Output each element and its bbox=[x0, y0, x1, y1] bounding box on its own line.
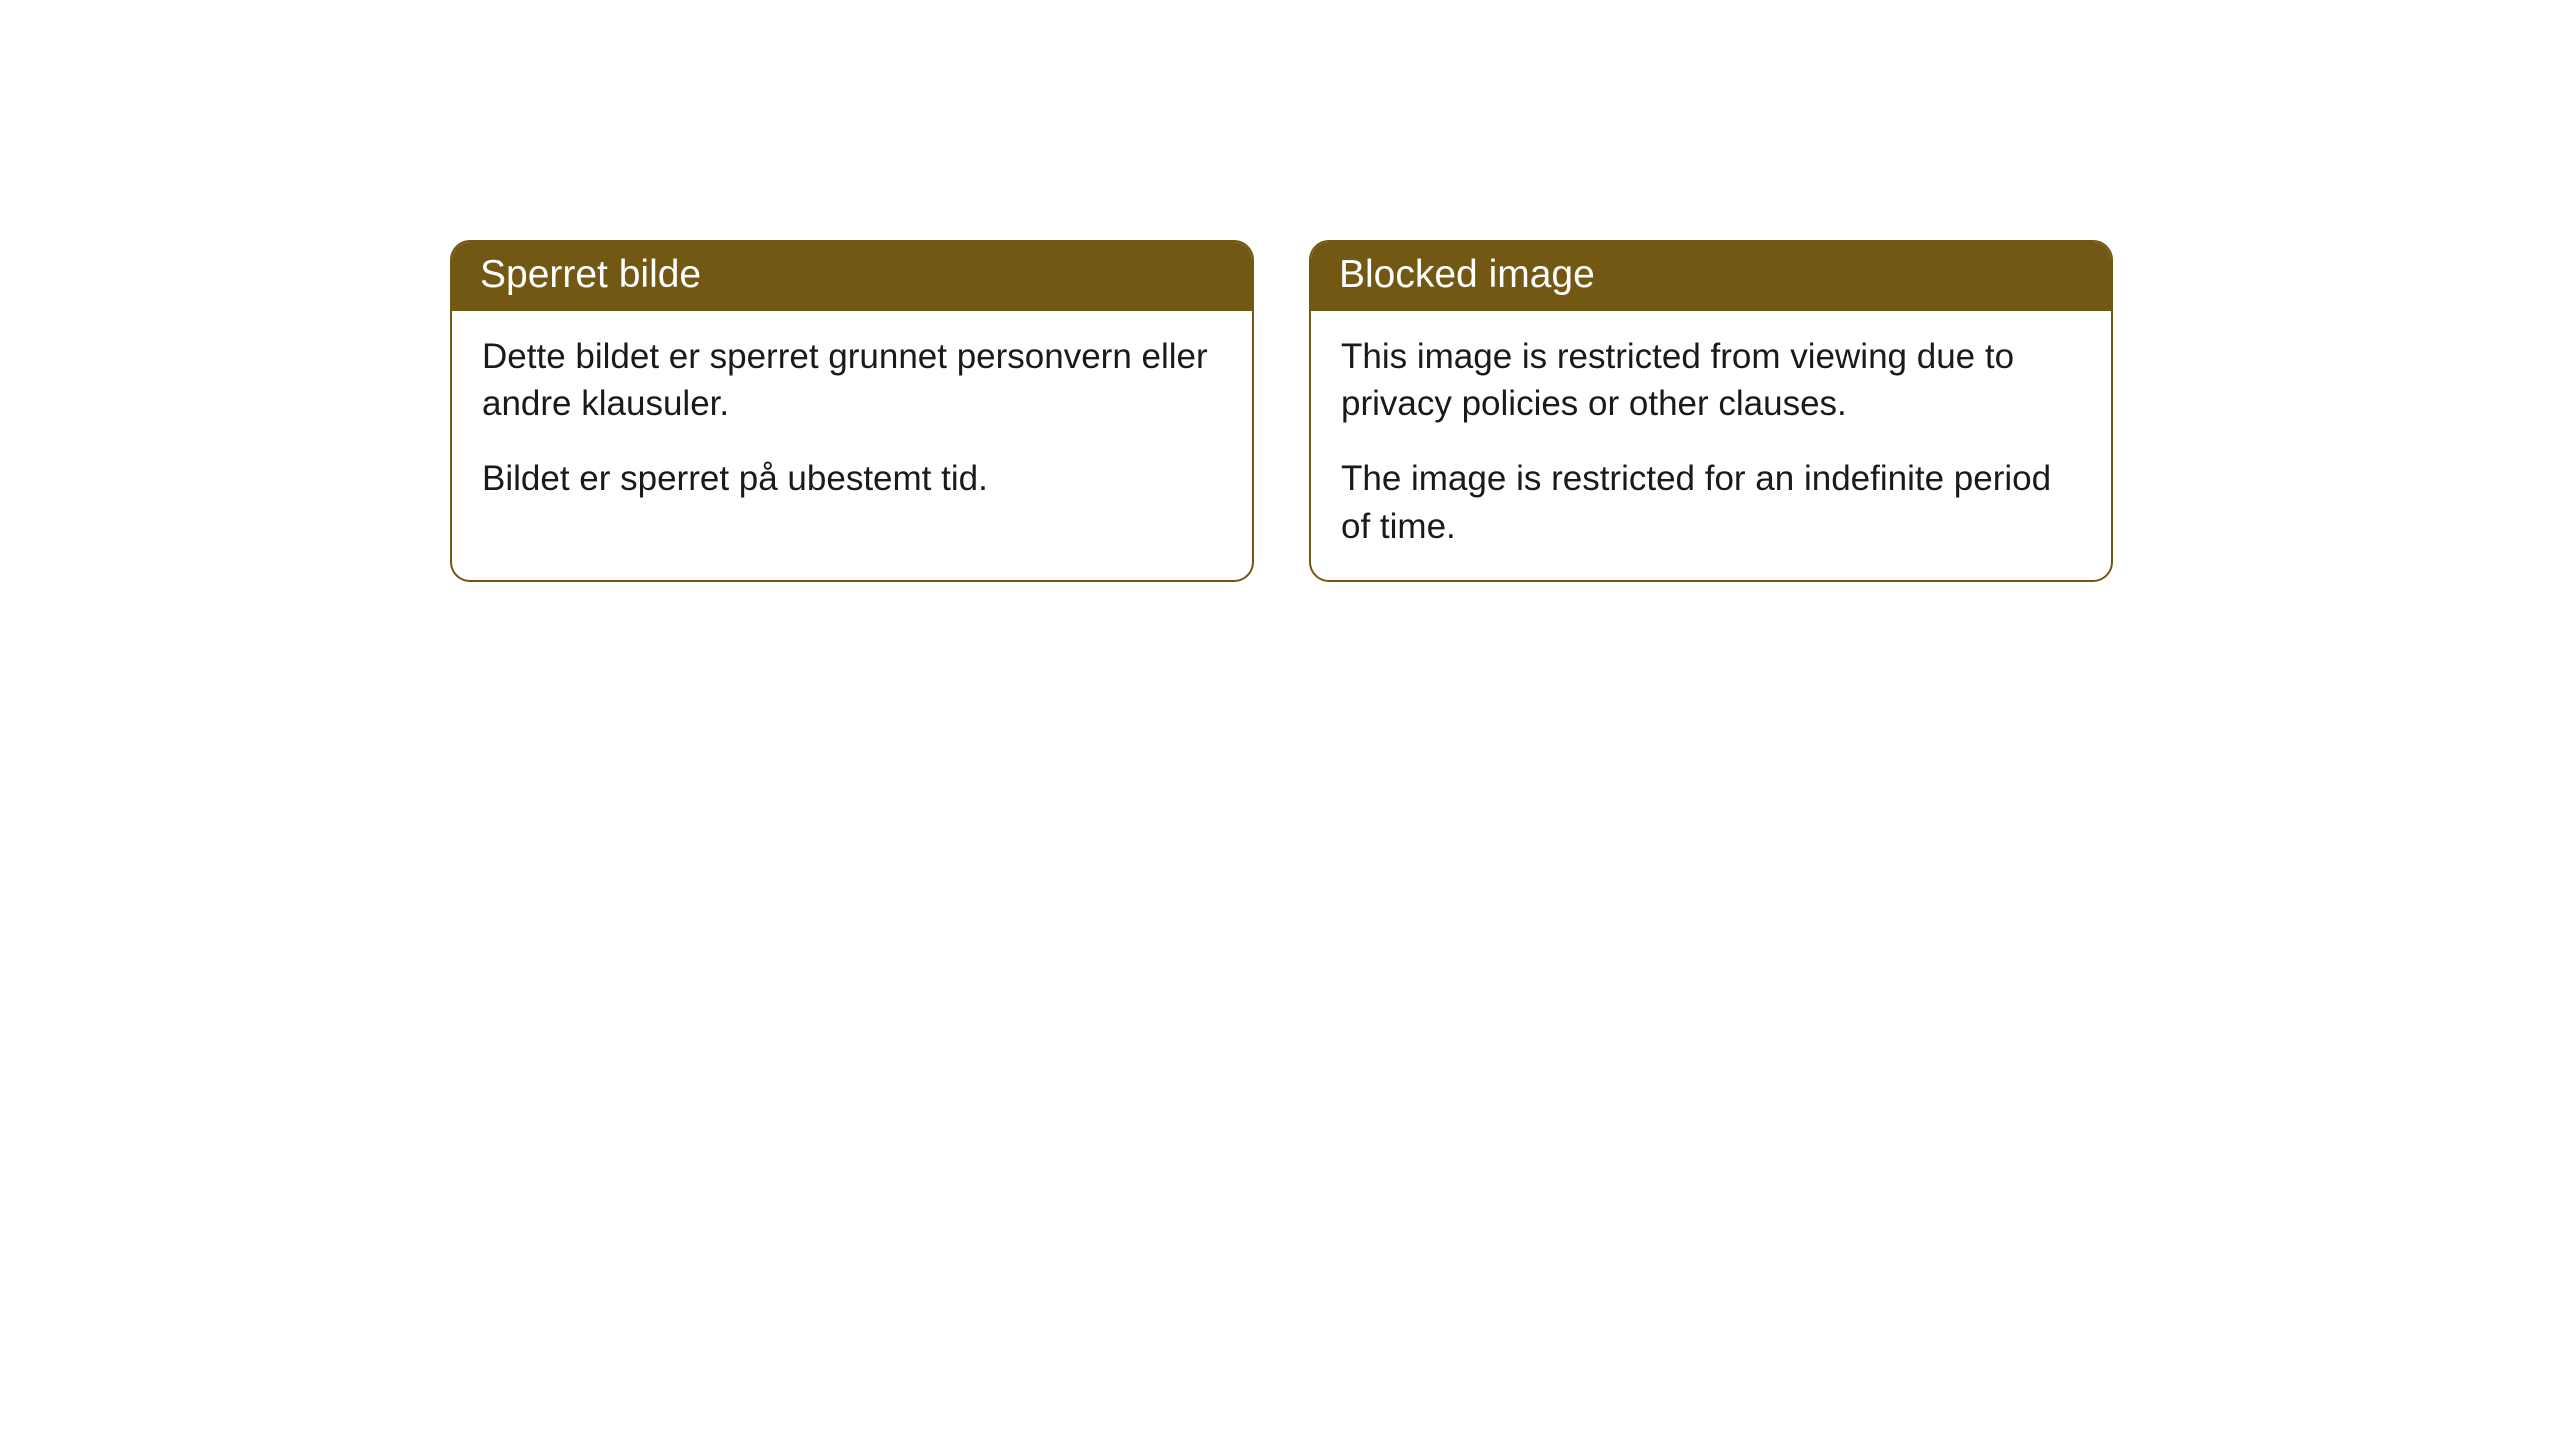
panel-body: Dette bildet er sperret grunnet personve… bbox=[452, 311, 1252, 580]
notice-panel-english: Blocked image This image is restricted f… bbox=[1309, 240, 2113, 582]
notice-panels-container: Sperret bilde Dette bildet er sperret gr… bbox=[450, 240, 2113, 582]
notice-panel-norwegian: Sperret bilde Dette bildet er sperret gr… bbox=[450, 240, 1254, 582]
panel-body: This image is restricted from viewing du… bbox=[1311, 311, 2111, 580]
notice-paragraph: This image is restricted from viewing du… bbox=[1341, 333, 2081, 428]
notice-paragraph: The image is restricted for an indefinit… bbox=[1341, 455, 2081, 550]
panel-header: Blocked image bbox=[1311, 242, 2111, 311]
notice-paragraph: Dette bildet er sperret grunnet personve… bbox=[482, 333, 1222, 428]
notice-paragraph: Bildet er sperret på ubestemt tid. bbox=[482, 455, 1222, 502]
panel-header: Sperret bilde bbox=[452, 242, 1252, 311]
